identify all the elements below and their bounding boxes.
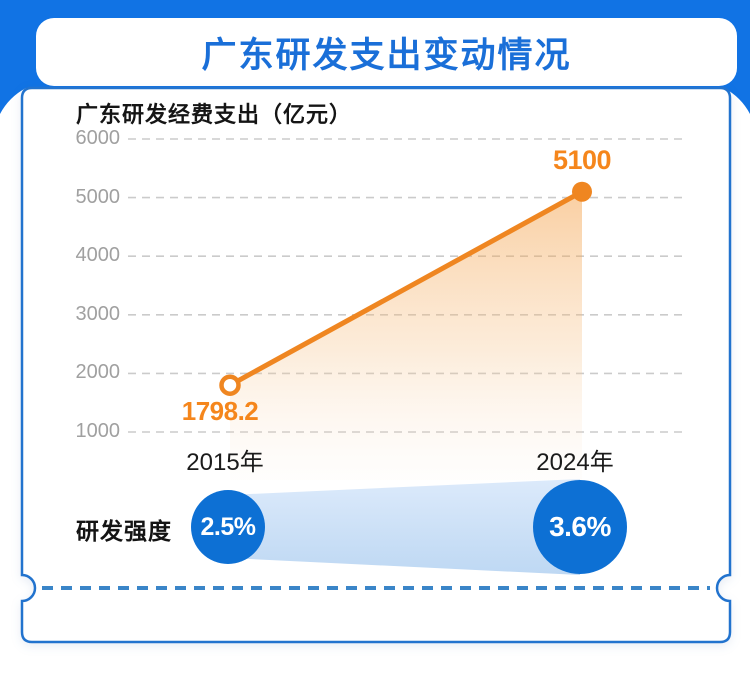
- y-axis-tick-label: 2000: [75, 361, 121, 384]
- trend-line: [227, 189, 585, 388]
- intensity-connector-band: [228, 479, 580, 575]
- gridlines: [128, 138, 686, 433]
- header-title-box: 广东研发支出变动情况: [36, 18, 737, 86]
- intensity-circle-2024: 3.6%: [533, 480, 627, 574]
- data-point-2024: [572, 181, 592, 202]
- intensity-circle-2015: 2.5%: [191, 490, 265, 564]
- y-axis-tick-label: 6000: [75, 127, 121, 149]
- value-label-2015: 1798.2: [181, 396, 259, 426]
- x-axis-label-2024: 2024年: [536, 449, 614, 476]
- y-axis-tick-label: 3000: [75, 302, 121, 325]
- intensity-label: 研发强度: [76, 518, 172, 544]
- y-axis-tick-label: 1000: [75, 420, 121, 442]
- y-axis-tick-label: 5000: [75, 185, 121, 208]
- page-title: 广东研发支出变动情况: [201, 35, 572, 75]
- value-label-2024: 5100: [552, 145, 612, 175]
- area-fill: [230, 191, 582, 480]
- rd-expenditure-chart: [42, 138, 710, 590]
- data-point-2015: [219, 374, 241, 396]
- y-axis-tick-label: 4000: [75, 244, 121, 267]
- chart-title: 广东研发经费支出（亿元）: [76, 102, 353, 127]
- x-axis-label-2015: 2015年: [186, 449, 264, 476]
- line-series: [219, 181, 592, 480]
- content-card: 广东研发经费支出（亿元） 6000 5000 4000 3000 2000 1000: [20, 86, 732, 644]
